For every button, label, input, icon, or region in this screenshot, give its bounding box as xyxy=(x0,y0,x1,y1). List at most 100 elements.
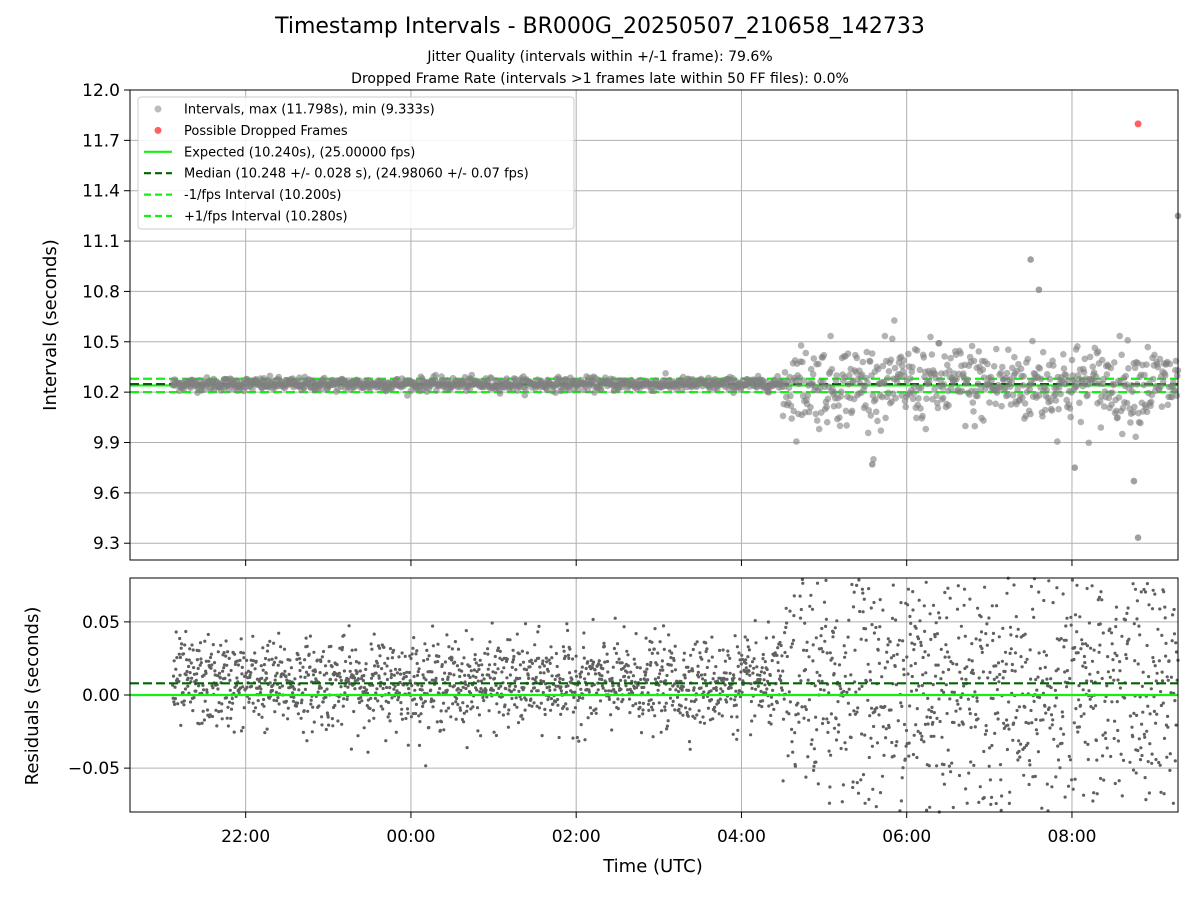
residual-point xyxy=(390,672,394,677)
residual-point xyxy=(1052,737,1056,741)
residual-point xyxy=(976,606,980,610)
residual-point xyxy=(1014,615,1018,619)
residual-point xyxy=(340,722,344,726)
residual-point xyxy=(819,634,823,638)
residual-point xyxy=(667,633,671,637)
residual-point xyxy=(591,617,595,622)
residual-point xyxy=(526,673,530,677)
interval-point xyxy=(946,367,953,374)
residual-point xyxy=(981,670,986,674)
residual-point xyxy=(600,674,604,678)
residual-point xyxy=(248,673,252,678)
residual-point xyxy=(177,652,181,656)
residual-point xyxy=(695,640,699,644)
residual-point xyxy=(434,676,438,681)
residual-point xyxy=(1096,670,1100,675)
residual-point xyxy=(728,671,732,675)
residual-point xyxy=(447,645,451,649)
residual-point xyxy=(734,689,738,693)
residual-point xyxy=(488,640,492,644)
residual-point xyxy=(375,687,379,691)
interval-point xyxy=(831,389,838,397)
residual-point xyxy=(807,655,811,659)
residual-point xyxy=(861,773,866,777)
interval-point xyxy=(1173,392,1180,399)
residual-point xyxy=(529,697,533,701)
residual-point xyxy=(252,709,256,713)
residual-point xyxy=(431,624,435,628)
residual-point xyxy=(663,679,668,683)
residual-point xyxy=(891,583,895,587)
residual-point xyxy=(257,712,261,717)
residual-point xyxy=(539,701,543,705)
interval-point xyxy=(925,378,933,385)
residual-point xyxy=(586,660,590,664)
residual-point xyxy=(492,676,497,681)
residual-point xyxy=(815,728,819,732)
residual-point xyxy=(734,703,738,707)
residual-point xyxy=(627,697,632,701)
residual-point xyxy=(1148,742,1152,746)
interval-point xyxy=(1118,351,1125,359)
residual-point xyxy=(536,689,540,693)
interval-point xyxy=(917,405,924,412)
residual-point xyxy=(175,677,179,681)
residual-point xyxy=(945,650,950,654)
residual-point xyxy=(535,704,539,708)
residual-point xyxy=(924,580,928,584)
interval-point xyxy=(980,417,987,424)
residual-point xyxy=(1005,747,1010,752)
residual-point xyxy=(1120,794,1124,798)
residual-point xyxy=(578,675,583,679)
residual-point xyxy=(1000,794,1004,798)
residual-point xyxy=(186,676,190,680)
residual-point xyxy=(190,643,194,647)
residual-point xyxy=(1089,679,1093,683)
residual-point xyxy=(1047,579,1051,583)
residual-point xyxy=(660,659,665,663)
residual-point xyxy=(949,770,953,774)
residual-point xyxy=(511,648,515,652)
residual-point xyxy=(616,707,620,711)
residual-point xyxy=(631,704,635,708)
residual-point xyxy=(1017,739,1021,743)
residual-point xyxy=(668,649,672,653)
interval-point xyxy=(933,399,941,407)
interval-point xyxy=(950,370,958,377)
interval-point xyxy=(836,414,843,421)
residual-point xyxy=(1065,669,1069,673)
residual-point xyxy=(790,740,794,744)
residual-point xyxy=(408,654,412,658)
residual-point xyxy=(740,653,744,657)
residual-point xyxy=(918,619,922,623)
interval-point xyxy=(1011,353,1018,361)
interval-point xyxy=(1073,382,1080,390)
interval-point xyxy=(1159,378,1167,386)
residual-point xyxy=(405,707,410,711)
interval-point xyxy=(1143,408,1151,416)
interval-point xyxy=(321,374,328,382)
residual-point xyxy=(385,685,389,690)
residual-point xyxy=(471,674,475,678)
residual-point xyxy=(411,646,415,650)
residual-point xyxy=(342,697,346,701)
residual-point xyxy=(668,687,672,692)
residual-point xyxy=(1071,787,1075,791)
residual-point xyxy=(345,697,349,702)
residual-point xyxy=(955,607,960,611)
residual-point xyxy=(814,760,818,764)
residual-point xyxy=(853,712,858,716)
residual-point xyxy=(302,709,306,713)
interval-point xyxy=(1107,364,1115,372)
residual-point xyxy=(173,685,177,689)
residual-point xyxy=(1126,606,1130,610)
residual-point xyxy=(703,673,707,677)
residual-point xyxy=(1155,712,1159,716)
residual-point xyxy=(440,663,444,667)
residual-point xyxy=(689,653,693,657)
residual-point xyxy=(245,685,249,689)
residual-point xyxy=(673,668,678,672)
interval-point xyxy=(1125,365,1132,372)
residual-point xyxy=(1082,712,1086,716)
residual-point xyxy=(915,707,919,711)
